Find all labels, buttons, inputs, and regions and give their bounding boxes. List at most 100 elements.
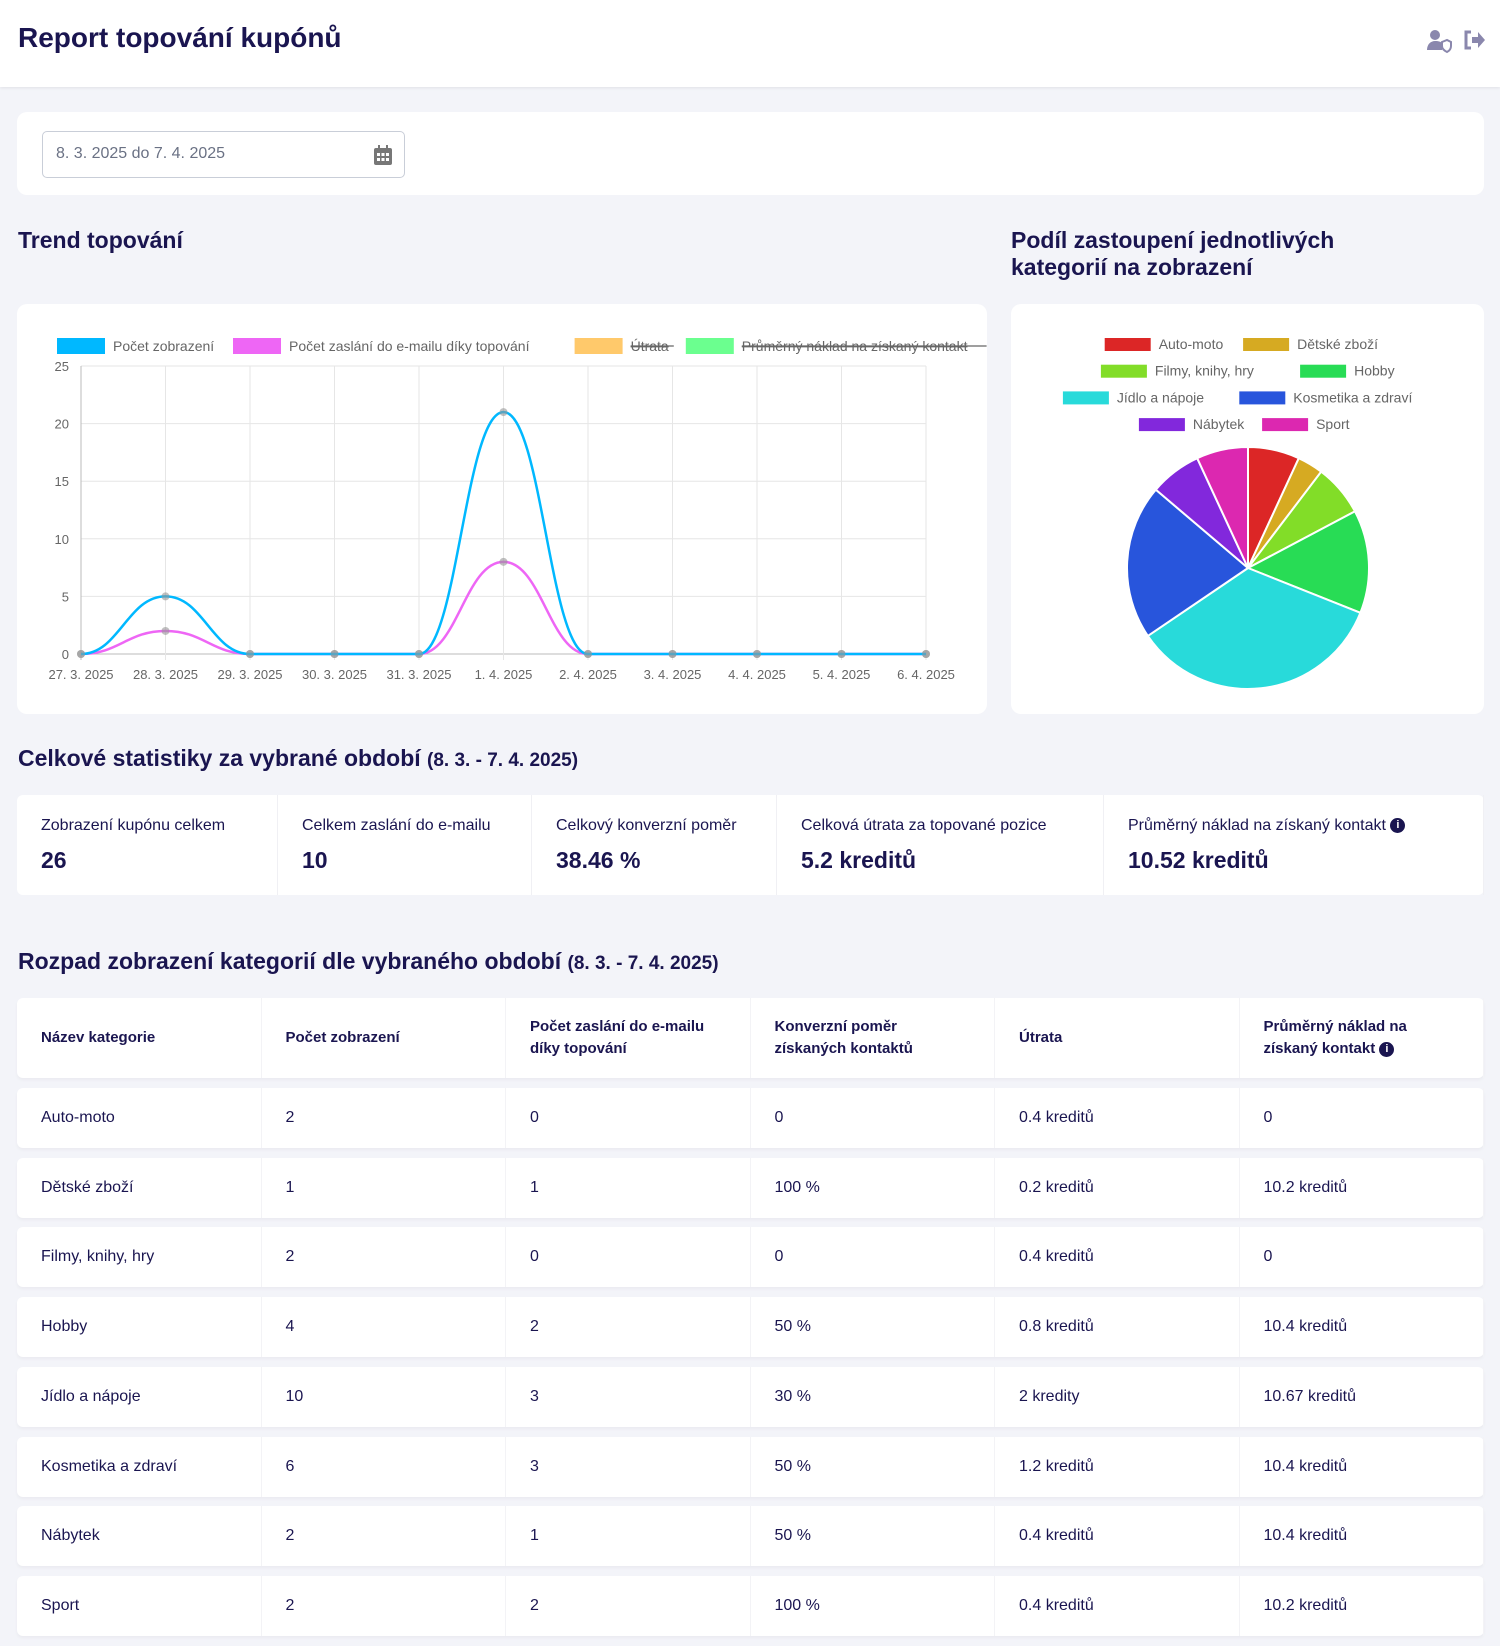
x-tick-label: 3. 4. 2025 [644,667,702,682]
data-point[interactable] [584,650,592,658]
table-cell: Kosmetika a zdraví [17,1436,262,1497]
stat-item: Průměrný náklad na získaný kontakt i 10.5… [1104,795,1484,895]
y-tick-label: 15 [55,474,69,489]
data-point[interactable] [753,650,761,658]
data-point[interactable] [77,650,85,658]
column-header: Útrata [995,998,1240,1078]
table-cell: Nábytek [17,1506,262,1567]
legend-label: Hobby [1354,363,1394,379]
data-point[interactable] [499,557,508,566]
legend-swatch [1243,338,1290,351]
info-icon[interactable]: i [1390,818,1406,834]
legend-item[interactable]: Kosmetika a zdraví [1239,389,1412,405]
table-cell: 0.4 kreditů [995,1506,1240,1567]
y-tick-label: 5 [62,589,69,604]
pie-slice[interactable] [1245,509,1370,615]
table-row: Nábytek 2 1 50 % 0.4 kreditů 10.4 kreditů [17,1506,1484,1567]
user-shield-icon[interactable] [1426,28,1452,54]
data-point[interactable] [246,650,254,658]
logout-icon[interactable] [1462,28,1488,54]
legend-swatch [57,338,105,354]
table-cell: 10.4 kreditů [1240,1297,1484,1358]
table-cell: 2 [506,1297,751,1358]
column-header-text: Útrata [1019,1029,1063,1046]
data-point[interactable] [161,592,170,601]
legend-item[interactable]: Nábytek [1138,416,1245,432]
data-point[interactable] [837,650,846,658]
legend-item[interactable]: Auto-moto [1104,336,1224,352]
trend-line-chart: 0 5 10 15 20 25 27. 3. 2025 28. 3. 2025 29. 3. 2… [48,338,987,682]
x-tick-label: 30. 3. 2025 [302,667,367,682]
table-cell: 10.67 kreditů [1240,1366,1484,1427]
legend-label: Auto-moto [1159,336,1224,352]
data-point[interactable] [922,650,930,658]
legend-item[interactable]: Dětské zboží [1243,336,1378,352]
share-chart-card: Auto-moto Dětské zboží Filmy, knihy, hry Ho… [1011,304,1484,714]
calendar-icon[interactable] [374,145,392,165]
data-point[interactable] [415,650,423,658]
date-range-input[interactable]: 8. 3. 2025 do 7. 4. 2025 [42,131,405,178]
share-title: Podíl zastoupení jednotlivých kategorií n… [1011,227,1334,281]
column-header: Název kategorie [17,998,262,1078]
legend-item[interactable]: Filmy, knihy, hry [1100,363,1254,379]
stat-label-text: Celkem zaslání do e-mailu [302,817,491,834]
table-cell: 10 [262,1366,506,1427]
legend-item[interactable]: Průměrný náklad na získaný kontakt [685,338,987,354]
pie-slice[interactable] [1195,445,1249,569]
pie-slice[interactable] [1146,566,1362,690]
legend-item[interactable]: Hobby [1300,363,1395,379]
stat-value: 5.2 kreditů [801,847,917,873]
stat-label: Průměrný náklad na získaný kontakt i [1128,817,1459,835]
table-cell: 10.4 kreditů [1240,1506,1484,1567]
stat-label-text: Zobrazení kupónu celkem [41,817,226,834]
column-header-text: Počet zobrazení [285,1029,400,1046]
table-cell: 10.2 kreditů [1240,1575,1484,1636]
header: Report topování kupónů [0,0,1500,87]
table-row: Auto-moto 2 0 0 0.4 kreditů 0 [17,1088,1484,1148]
x-tick-label: 29. 3. 2025 [217,667,282,682]
table-cell: 0.2 kreditů [995,1157,1240,1218]
data-point[interactable] [330,650,339,658]
table-cell: 10.4 kreditů [1240,1436,1484,1497]
data-point[interactable] [161,626,170,635]
data-point[interactable] [668,650,677,658]
legend-item[interactable]: Jídlo a nápoje [1062,389,1204,405]
stat-label: Celkový konverzní poměr [556,817,752,835]
legend-item[interactable]: Počet zaslání do e-mailu díky topování [233,338,530,354]
table-cell: 30 % [751,1366,995,1427]
y-tick-label: 20 [55,417,69,432]
legend-item[interactable]: Útrata [574,338,674,354]
table-cell: 0.8 kreditů [995,1297,1240,1358]
legend-swatch [1262,418,1309,432]
stat-label: Celková útrata za topované pozice [801,817,1079,835]
legend-item[interactable]: Sport [1262,416,1350,432]
table-row: Sport 2 2 100 % 0.4 kreditů 10.2 kreditů [17,1575,1484,1636]
trend-chart-card: 0 5 10 15 20 25 27. 3. 2025 28. 3. 2025 29. 3. 2… [17,304,987,714]
x-tick-label: 5. 4. 2025 [813,667,871,682]
table-cell: 0 [1240,1088,1484,1148]
table-row: Hobby 4 2 50 % 0.8 kreditů 10.4 kreditů [17,1297,1484,1358]
data-point[interactable] [499,408,508,417]
info-icon[interactable]: i [1379,1041,1395,1057]
stat-value: 10 [302,847,328,873]
legend-label: Kosmetika a zdraví [1293,389,1412,405]
table-row: Jídlo a nápoje 10 3 30 % 2 kredity 10.67 kred… [17,1366,1484,1427]
column-header-text: Počet zaslání do e-mailu díky topování [530,1018,705,1057]
share-title-line1: Podíl zastoupení jednotlivých [1011,227,1335,253]
legend-item[interactable]: Počet zobrazení [57,338,214,354]
table-cell: 2 [262,1088,506,1148]
legend-label: Počet zaslání do e-mailu díky topování [289,338,530,354]
table-cell: 1 [262,1157,506,1218]
table-cell: 50 % [751,1436,995,1497]
legend-swatch [574,338,623,354]
column-header: Průměrný náklad na získaný kontakt i [1240,998,1484,1078]
stat-label-text: Celková útrata za topované pozice [801,817,1047,834]
pie-slice[interactable] [1126,488,1250,638]
table-cell: Dětské zboží [17,1157,262,1218]
table-title: Rozpad zobrazení kategorií dle vybraného… [18,948,719,977]
table-cell: 1 [506,1506,751,1567]
table-cell: 1.2 kreditů [995,1436,1240,1497]
x-tick-label: 2. 4. 2025 [559,667,617,682]
table-cell: 0 [751,1227,995,1288]
stat-item: Celková útrata za topované pozice 5.2 kre… [777,795,1104,895]
